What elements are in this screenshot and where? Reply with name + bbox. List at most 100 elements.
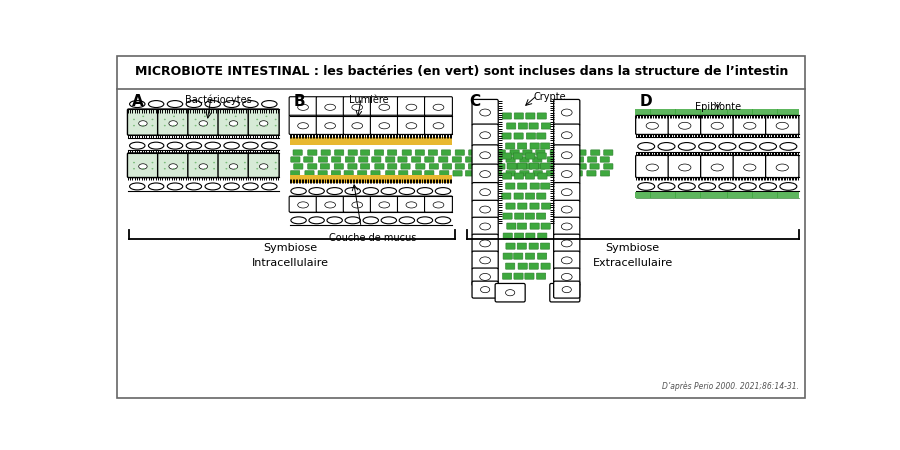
FancyBboxPatch shape (388, 164, 397, 169)
FancyBboxPatch shape (541, 223, 550, 229)
Ellipse shape (133, 119, 135, 120)
Ellipse shape (562, 223, 572, 230)
Ellipse shape (480, 223, 491, 230)
FancyBboxPatch shape (600, 171, 609, 176)
FancyBboxPatch shape (526, 153, 535, 159)
Ellipse shape (739, 183, 756, 190)
FancyBboxPatch shape (518, 243, 526, 249)
Ellipse shape (436, 188, 451, 194)
FancyBboxPatch shape (411, 157, 420, 162)
FancyBboxPatch shape (734, 155, 767, 178)
Ellipse shape (480, 171, 491, 178)
FancyBboxPatch shape (248, 153, 279, 178)
Ellipse shape (436, 217, 451, 224)
FancyBboxPatch shape (526, 173, 535, 179)
Text: Bactériocytes: Bactériocytes (185, 94, 252, 104)
FancyBboxPatch shape (158, 153, 189, 178)
FancyBboxPatch shape (416, 164, 425, 169)
FancyBboxPatch shape (316, 196, 344, 212)
Ellipse shape (244, 125, 246, 126)
Ellipse shape (679, 122, 691, 129)
Ellipse shape (205, 142, 220, 149)
Ellipse shape (186, 101, 202, 108)
Ellipse shape (213, 119, 215, 120)
FancyBboxPatch shape (425, 196, 453, 212)
Text: MICROBIOTE INTESTINAL : les bactéries (en vert) sont incluses dans la structure : MICROBIOTE INTESTINAL : les bactéries (e… (135, 65, 788, 78)
Ellipse shape (658, 183, 675, 190)
Ellipse shape (148, 142, 164, 149)
Text: Crypte: Crypte (534, 93, 566, 103)
FancyBboxPatch shape (188, 153, 219, 178)
FancyBboxPatch shape (538, 173, 547, 179)
Ellipse shape (298, 202, 309, 208)
Ellipse shape (352, 104, 363, 110)
FancyBboxPatch shape (371, 196, 398, 212)
FancyBboxPatch shape (526, 213, 535, 219)
FancyBboxPatch shape (503, 253, 512, 259)
FancyBboxPatch shape (523, 164, 532, 169)
Ellipse shape (646, 122, 659, 129)
Ellipse shape (433, 104, 444, 110)
Ellipse shape (130, 101, 145, 108)
Ellipse shape (274, 125, 276, 126)
Ellipse shape (205, 183, 220, 190)
FancyBboxPatch shape (503, 213, 512, 219)
Ellipse shape (562, 109, 572, 116)
Text: Lumière: Lumière (349, 95, 389, 105)
Ellipse shape (259, 164, 268, 169)
FancyBboxPatch shape (218, 109, 249, 135)
FancyBboxPatch shape (472, 281, 499, 298)
Ellipse shape (480, 109, 491, 116)
Ellipse shape (224, 183, 239, 190)
FancyBboxPatch shape (472, 268, 499, 286)
Ellipse shape (776, 122, 788, 129)
FancyBboxPatch shape (425, 171, 434, 176)
FancyBboxPatch shape (398, 97, 426, 116)
FancyBboxPatch shape (526, 233, 535, 239)
Ellipse shape (562, 132, 572, 139)
Ellipse shape (243, 101, 258, 108)
FancyBboxPatch shape (510, 150, 519, 155)
FancyBboxPatch shape (496, 150, 506, 155)
FancyBboxPatch shape (361, 150, 370, 155)
FancyBboxPatch shape (506, 143, 515, 149)
Ellipse shape (199, 121, 208, 126)
FancyBboxPatch shape (496, 164, 505, 169)
FancyBboxPatch shape (374, 164, 384, 169)
Ellipse shape (167, 183, 183, 190)
Ellipse shape (173, 116, 175, 117)
FancyBboxPatch shape (536, 213, 545, 219)
FancyBboxPatch shape (541, 263, 550, 269)
FancyBboxPatch shape (508, 164, 518, 169)
FancyBboxPatch shape (537, 153, 546, 159)
FancyBboxPatch shape (158, 109, 189, 135)
Text: Symbiose
Extracellulaire: Symbiose Extracellulaire (592, 243, 672, 268)
Ellipse shape (259, 121, 268, 126)
Ellipse shape (743, 164, 756, 171)
Text: A: A (131, 94, 143, 109)
FancyBboxPatch shape (472, 124, 499, 146)
Ellipse shape (679, 183, 696, 190)
Ellipse shape (204, 168, 206, 170)
FancyBboxPatch shape (536, 150, 545, 155)
Ellipse shape (235, 168, 237, 170)
Ellipse shape (183, 168, 184, 170)
Ellipse shape (243, 142, 258, 149)
FancyBboxPatch shape (308, 164, 317, 169)
FancyBboxPatch shape (529, 163, 538, 169)
FancyBboxPatch shape (561, 171, 570, 176)
FancyBboxPatch shape (537, 113, 546, 119)
FancyBboxPatch shape (321, 150, 330, 155)
Ellipse shape (173, 168, 175, 170)
Ellipse shape (235, 125, 237, 126)
FancyBboxPatch shape (495, 284, 526, 302)
Ellipse shape (274, 162, 276, 163)
FancyBboxPatch shape (518, 223, 526, 229)
FancyBboxPatch shape (305, 171, 314, 176)
Ellipse shape (148, 101, 164, 108)
FancyBboxPatch shape (293, 164, 303, 169)
Ellipse shape (719, 143, 736, 150)
Ellipse shape (262, 142, 277, 149)
FancyBboxPatch shape (537, 233, 547, 239)
FancyBboxPatch shape (428, 150, 437, 155)
